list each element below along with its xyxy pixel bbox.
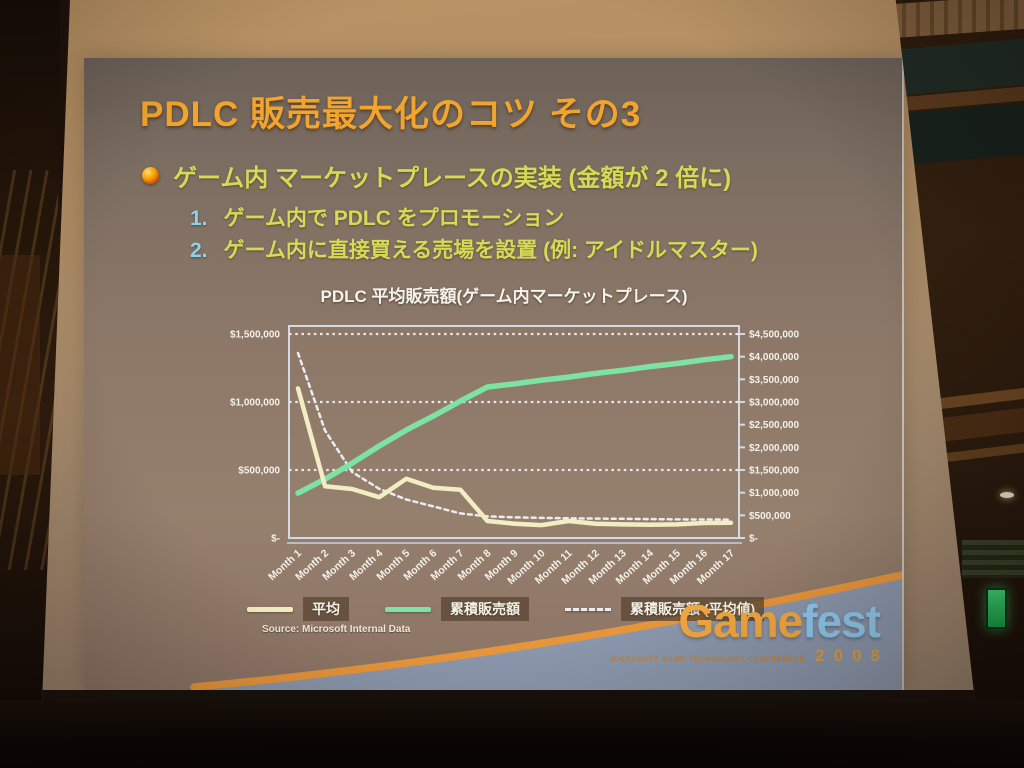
svg-text:$500,000: $500,000 — [238, 466, 280, 477]
legend-label: 累積販売額 (平均値) — [621, 597, 765, 621]
ceiling-light — [1000, 492, 1014, 498]
list-text: ゲーム内に直接買える売場を設置 (例: アイドルマスター) — [223, 239, 758, 262]
legend-label: 累積販売額 — [441, 597, 529, 621]
logo-game-text: Game — [678, 595, 803, 647]
list-item: 2. ゲーム内に直接買える売場を設置 (例: アイドルマスター) — [190, 234, 758, 264]
left-wall — [0, 0, 60, 768]
exit-sign — [986, 588, 1007, 629]
line-chart: $1,500,000 $1,000,000 $500,000 $- $4,500,000… — [230, 325, 799, 587]
list-number: 2. — [190, 239, 208, 262]
svg-text:$2,500,000: $2,500,000 — [749, 420, 799, 431]
logo-subtitle: MICROSOFT GAME TECHNOLOGY CONFERENCE — [610, 656, 806, 663]
logo-subtitle-row: MICROSOFT GAME TECHNOLOGY CONFERENCE 200… — [610, 646, 880, 666]
slide-title: PDLC 販売最大化のコツ その3 — [140, 95, 642, 134]
svg-text:$1,500,000: $1,500,000 — [230, 330, 280, 341]
legend-item: 平均 — [247, 597, 349, 621]
legend-line-swatch — [247, 606, 293, 612]
legend-line-swatch — [385, 606, 431, 612]
bullet-text: ゲーム内 マーケットプレースの実装 (金額が 2 倍に) — [173, 165, 732, 192]
svg-text:$1,500,000: $1,500,000 — [749, 466, 799, 477]
bullet-row: ゲーム内 マーケットプレースの実装 (金額が 2 倍に) — [142, 158, 731, 193]
screen-bottom-frame — [42, 690, 975, 702]
svg-text:$3,000,000: $3,000,000 — [749, 398, 799, 409]
wall-vent — [962, 540, 1024, 578]
presentation-slide: PDLC 販売最大化のコツ その3 ゲーム内 マーケットプレースの実装 (金額が… — [84, 58, 904, 690]
legend-item: 累積販売額 — [385, 597, 529, 621]
svg-text:$1,000,000: $1,000,000 — [230, 398, 280, 409]
projector-screen: PDLC 販売最大化のコツ その3 ゲーム内 マーケットプレースの実装 (金額が… — [42, 0, 975, 702]
swoosh-band — [204, 577, 902, 690]
chart-title: PDLC 平均販売額(ゲーム内マーケットプレース) — [320, 287, 688, 306]
logo-year: 2008 — [815, 646, 889, 665]
ceiling-beam — [898, 38, 1024, 96]
lower-wall — [0, 700, 1024, 768]
legend-line-swatch — [565, 607, 611, 611]
source-note: Source: Microsoft Internal Data — [262, 624, 411, 635]
logo-fest-text: fest — [802, 595, 881, 647]
svg-text:$2,000,000: $2,000,000 — [749, 443, 799, 454]
gamefest-wordmark: Gamefest — [610, 595, 881, 647]
svg-text:$3,500,000: $3,500,000 — [749, 375, 799, 386]
svg-text:$-: $- — [749, 534, 758, 545]
chart-legend: 平均 累積販売額 累積販売額 (平均値) — [247, 597, 765, 621]
ceiling-cornice — [878, 0, 1024, 40]
list-text: ゲーム内で PDLC をプロモーション — [223, 207, 565, 230]
ceiling-beam — [898, 102, 1024, 166]
wall-panel — [0, 255, 40, 475]
list-number: 1. — [190, 207, 208, 230]
legend-label: 平均 — [303, 597, 349, 621]
legend-item: 累積販売額 (平均値) — [565, 597, 765, 621]
swoosh-orange-curve — [190, 571, 902, 690]
svg-text:$-: $- — [271, 534, 280, 545]
list-item: 1. ゲーム内で PDLC をプロモーション — [190, 202, 564, 232]
svg-text:$4,000,000: $4,000,000 — [749, 352, 799, 363]
bullet-icon — [142, 167, 159, 184]
gamefest-logo: Gamefest MICROSOFT GAME TECHNOLOGY CONFE… — [610, 595, 881, 666]
svg-text:$500,000: $500,000 — [749, 511, 791, 522]
svg-text:$4,500,000: $4,500,000 — [749, 330, 799, 341]
svg-text:$1,000,000: $1,000,000 — [749, 488, 799, 499]
footer-swoosh-graphic — [190, 571, 902, 690]
